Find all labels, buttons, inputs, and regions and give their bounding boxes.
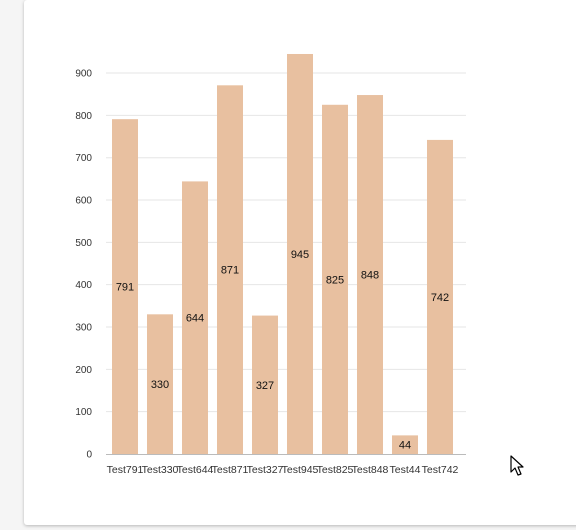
x-tick-label: Test871 bbox=[212, 464, 249, 476]
x-tick-label: Test945 bbox=[282, 464, 319, 476]
bar bbox=[252, 315, 278, 454]
y-tick-label: 600 bbox=[75, 196, 92, 207]
bar bbox=[357, 95, 383, 455]
bar-value-label: 330 bbox=[151, 379, 169, 391]
bar bbox=[112, 119, 138, 454]
y-tick-label: 800 bbox=[75, 111, 92, 122]
y-tick-label: 300 bbox=[75, 323, 92, 334]
bar-value-label: 742 bbox=[431, 292, 449, 304]
bar bbox=[427, 139, 453, 454]
bar-value-label: 644 bbox=[186, 313, 204, 325]
x-tick-label: Test644 bbox=[177, 464, 214, 476]
y-tick-label: 700 bbox=[75, 153, 92, 164]
data-labels: 791 330 644 871 327 945 825 848 44 742 bbox=[116, 249, 449, 452]
bar bbox=[287, 53, 313, 454]
bar-value-label: 44 bbox=[399, 440, 411, 452]
bar bbox=[392, 435, 418, 454]
bar bbox=[147, 314, 173, 454]
x-tick-label: Test44 bbox=[390, 464, 421, 476]
bar-value-label: 791 bbox=[116, 282, 134, 294]
y-tick-label: 900 bbox=[75, 69, 92, 80]
mouse-pointer-icon bbox=[510, 455, 524, 476]
bar bbox=[322, 104, 348, 454]
bar-value-label: 848 bbox=[361, 270, 379, 282]
y-tick-label: 500 bbox=[75, 238, 92, 249]
x-tick-label: Test742 bbox=[422, 464, 459, 476]
y-tick-label: 0 bbox=[86, 450, 92, 461]
bar-value-label: 327 bbox=[256, 380, 274, 392]
y-tick-label: 400 bbox=[75, 280, 92, 291]
x-tick-label: Test327 bbox=[247, 464, 284, 476]
bar-value-label: 945 bbox=[291, 249, 309, 261]
y-tick-label: 100 bbox=[75, 407, 92, 418]
y-tick-label: 200 bbox=[75, 365, 92, 376]
bar-value-label: 825 bbox=[326, 274, 344, 286]
y-axis-ticks: 0 100 200 300 400 500 600 700 800 900 bbox=[75, 69, 92, 461]
bars bbox=[112, 53, 453, 455]
bar bbox=[182, 181, 208, 454]
bar bbox=[217, 85, 243, 455]
x-tick-label: Test330 bbox=[142, 464, 179, 476]
x-tick-label: Test791 bbox=[107, 464, 144, 476]
x-tick-label: Test825 bbox=[317, 464, 354, 476]
x-tick-label: Test848 bbox=[352, 464, 389, 476]
x-axis-ticks: Test791Test330Test644Test871Test327Test9… bbox=[107, 464, 459, 476]
bar-value-label: 871 bbox=[221, 265, 239, 277]
